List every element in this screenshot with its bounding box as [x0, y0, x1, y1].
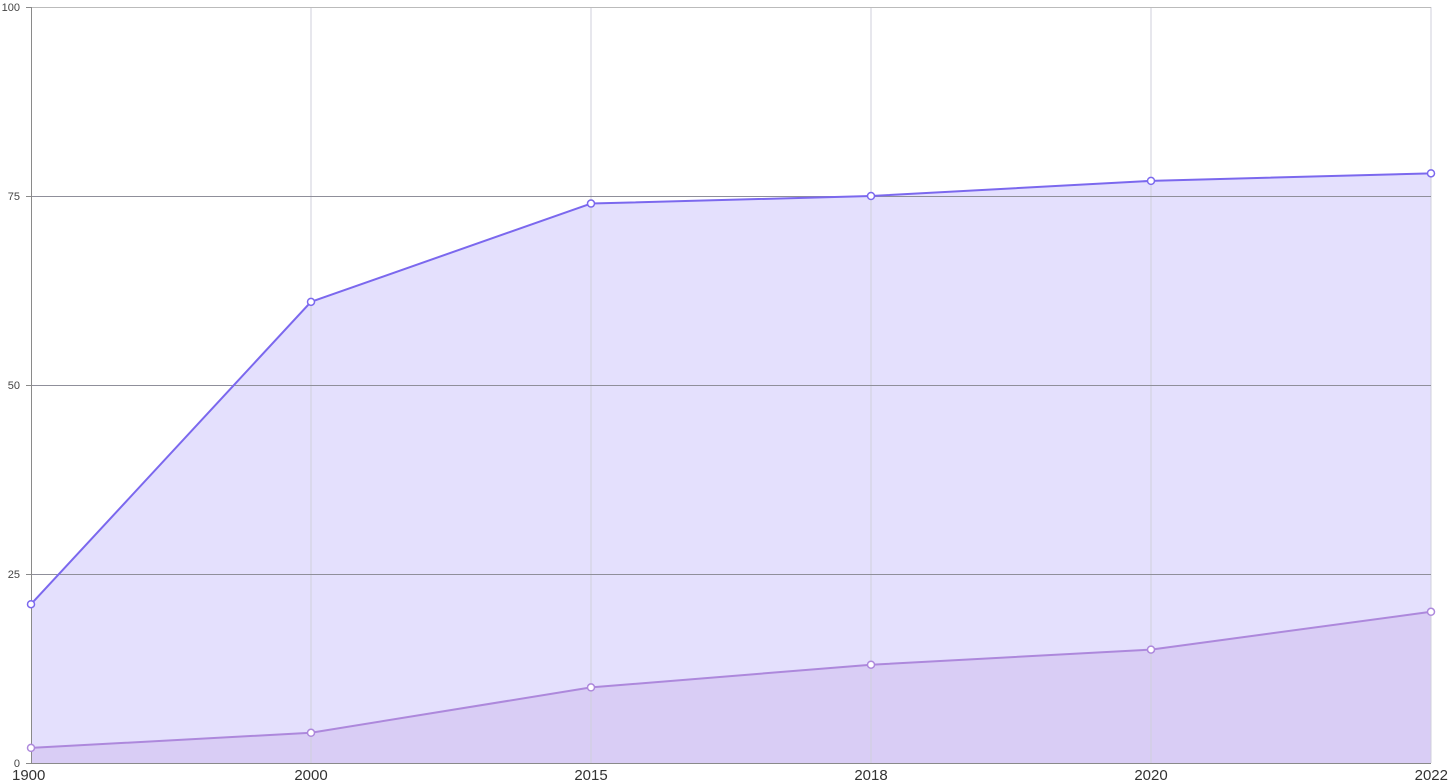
series-1-point: [866, 191, 876, 201]
series-2-area: [31, 611, 1431, 763]
series-1-line: [30, 172, 1432, 605]
y-tick-label: 100: [2, 2, 20, 14]
series-1-point: [306, 297, 316, 307]
x-tick-label: 2000: [294, 767, 327, 784]
x-tick-label: 2018: [854, 767, 887, 784]
axes: [26, 7, 1431, 764]
gridlines: [31, 7, 1432, 763]
series-fills: [31, 173, 1431, 763]
series-2-point: [586, 683, 596, 692]
series-2-line: [30, 610, 1432, 749]
series-2-point: [306, 728, 316, 738]
y-tick-label: 50: [8, 380, 20, 392]
series-2-point: [1426, 607, 1436, 617]
series-lines: [30, 172, 1432, 749]
x-tick-label: 2020: [1134, 767, 1167, 784]
series-1-area: [31, 173, 1431, 763]
series-2-point: [866, 660, 876, 669]
series-1-point: [1146, 176, 1156, 186]
x-tick-label: 2015: [574, 767, 607, 784]
series-points: [26, 169, 1436, 753]
y-tick-label: 0: [14, 758, 20, 770]
y-tick-label: 25: [8, 569, 20, 581]
y-tick-label: 75: [8, 191, 20, 203]
series-1-point: [26, 599, 36, 609]
x-tick-label: 1900: [12, 767, 45, 784]
series-1-point: [1426, 169, 1436, 178]
series-2-point: [1146, 645, 1156, 654]
series-1-point: [586, 199, 596, 208]
x-tick-label: 2022: [1415, 767, 1448, 784]
series-2-point: [26, 743, 36, 753]
